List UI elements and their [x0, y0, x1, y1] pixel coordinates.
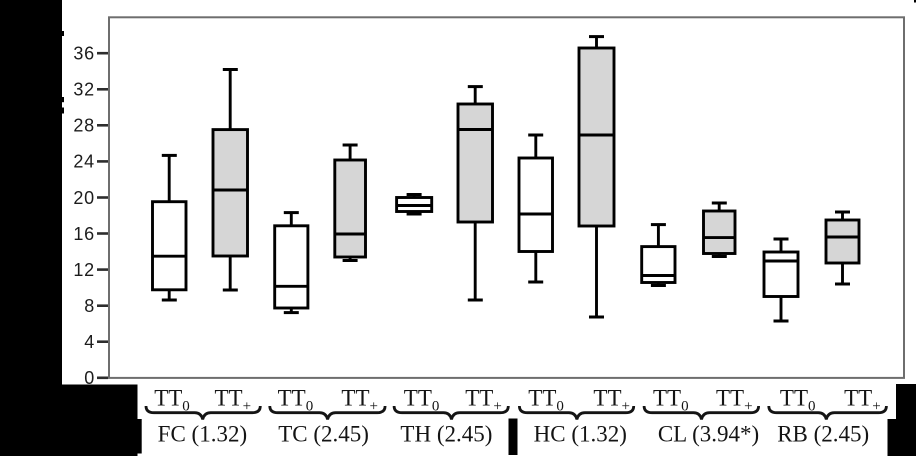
- svg-text:32: 32: [73, 80, 95, 100]
- svg-text:4: 4: [84, 332, 95, 352]
- svg-text:36: 36: [73, 44, 95, 64]
- svg-text:HC (1.32): HC (1.32): [534, 422, 627, 447]
- svg-text:28: 28: [73, 116, 95, 136]
- svg-text:12: 12: [73, 260, 95, 280]
- svg-text:0: 0: [84, 368, 95, 388]
- svg-text:CL (3.94*): CL (3.94*): [658, 422, 759, 447]
- svg-text:RB (2.45): RB (2.45): [777, 422, 869, 447]
- svg-text:16: 16: [73, 224, 95, 244]
- svg-text:FC (1.32): FC (1.32): [158, 422, 247, 447]
- svg-text:24: 24: [73, 152, 95, 172]
- svg-text:8: 8: [84, 296, 95, 316]
- svg-text:TH (2.45): TH (2.45): [400, 422, 492, 447]
- svg-text:20: 20: [73, 188, 95, 208]
- svg-text:TC (2.45): TC (2.45): [278, 422, 369, 447]
